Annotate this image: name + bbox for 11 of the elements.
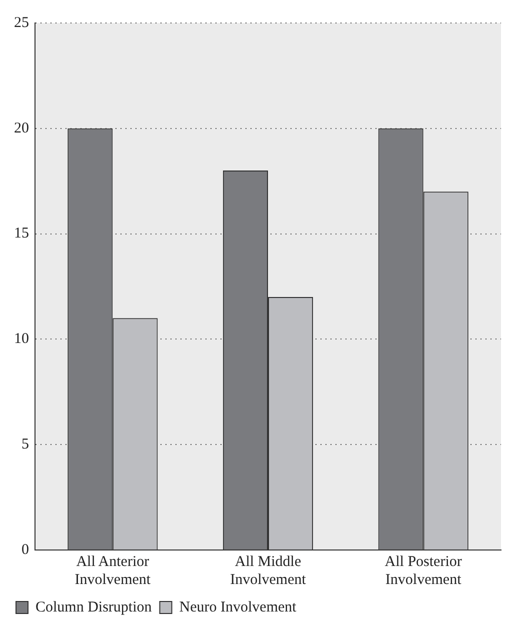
legend-label: Neuro Involvement xyxy=(179,599,298,616)
x-tick-label: All Anterior Involvement xyxy=(74,554,152,588)
x-tick-label: All Middle Involvement xyxy=(230,554,307,588)
y-tick-label: 15 xyxy=(14,226,29,242)
y-tick-label: 0 xyxy=(22,542,29,558)
y-tick-label: 20 xyxy=(14,120,29,136)
legend-label: Column Disruption xyxy=(36,599,152,616)
y-tick-label: 25 xyxy=(14,14,29,31)
y-tick-label: 5 xyxy=(22,436,29,453)
y-tick-label: 10 xyxy=(14,331,29,348)
x-tick-label: All Posterior Involvement xyxy=(384,554,462,588)
